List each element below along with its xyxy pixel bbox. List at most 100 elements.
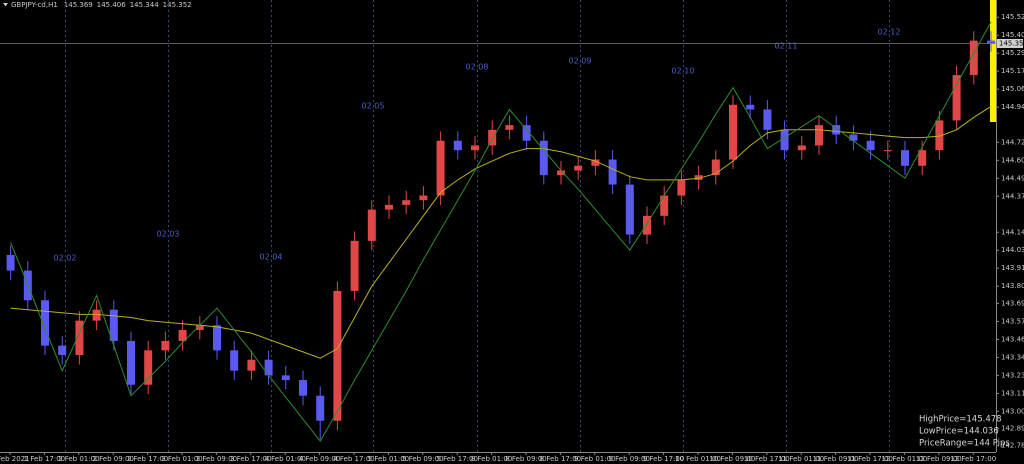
x-tick-label: 5 Feb 01:00 (368, 455, 409, 463)
candle-body (75, 320, 84, 356)
x-tick-label: 8 Feb 09:00 (505, 455, 546, 463)
candle-body (866, 140, 875, 151)
bar-high: 145.406 (97, 1, 126, 9)
header-arrow (3, 3, 8, 7)
y-tick-label: 144.145 (1001, 228, 1024, 236)
y-tick-label: 145.060 (1001, 85, 1024, 93)
x-tick-label: 11 Feb 17:00 (847, 455, 893, 463)
x-tick-label: 11 Feb 01:00 (778, 455, 824, 463)
y-tick-label: 145.290 (1001, 49, 1024, 57)
indicator-line (10, 21, 992, 442)
candle-body (58, 345, 67, 356)
y-tick-label: 143.915 (1001, 264, 1024, 272)
x-tick-label: 5 Feb 17:00 (436, 455, 477, 463)
bar-open: 145.369 (64, 1, 93, 9)
candle-body (333, 290, 342, 421)
candle-body (522, 125, 531, 141)
y-tick-label: 145.175 (1001, 67, 1024, 75)
candle-body (385, 204, 393, 210)
bar-close: 145.352 (163, 1, 192, 9)
y-tick-label: 144.375 (1001, 192, 1024, 200)
candle-body (763, 109, 772, 130)
candle-body (350, 240, 359, 291)
info-text: PriceRange=144 Pips (919, 439, 1010, 449)
candle-body (92, 309, 101, 321)
x-tick-label: 8 Feb 01:00 (471, 455, 512, 463)
candle-body (471, 145, 479, 151)
x-tick-label: 9 Feb 09:00 (608, 455, 649, 463)
candle-body (539, 140, 548, 176)
candle-body (832, 125, 841, 135)
candle-body (591, 159, 600, 166)
y-tick-label: 145.520 (1001, 13, 1024, 21)
y-tick-label: 144.945 (1001, 103, 1024, 111)
candle-body (746, 104, 755, 110)
candle-body (815, 125, 823, 146)
candle-body (987, 40, 995, 44)
x-tick-label: 9 Feb 01:00 (574, 455, 615, 463)
candle-body (969, 40, 978, 76)
candle-body (574, 165, 583, 171)
day-separator-label: 02.11 (775, 42, 798, 51)
candle-body (711, 159, 720, 176)
candle-body (935, 120, 944, 151)
candle-body (161, 340, 170, 351)
day-separator-label: 02.12 (878, 28, 901, 37)
candle-body (281, 375, 290, 381)
y-tick-label: 143.460 (1001, 335, 1024, 343)
x-tick-label: 3 Feb 01:00 (161, 455, 202, 463)
candle-body (729, 104, 737, 160)
candle-body (213, 325, 221, 351)
y-tick-label: 143.115 (1001, 389, 1024, 397)
x-tick-label: 9 Feb 17:00 (643, 455, 684, 463)
candle-body (144, 350, 153, 385)
x-tick-label: 11 Feb 09:00 (813, 455, 859, 463)
y-tick-label: 143.345 (1001, 353, 1024, 361)
x-tick-label: 4 Feb 01:00 (264, 455, 305, 463)
x-tick-label: 12 Feb 01:00 (881, 455, 927, 463)
candle-body (178, 330, 187, 341)
y-tick-label: 144.490 (1001, 174, 1024, 182)
info-text: HighPrice=145.478 (919, 415, 1002, 425)
day-separator-label: 02.05 (362, 102, 385, 111)
x-tick-label: 10 Feb 01:00 (675, 455, 721, 463)
candle-body (488, 129, 497, 146)
x-tick-label: 12 Feb 09:00 (916, 455, 962, 463)
y-tick-label: 144.720 (1001, 138, 1024, 146)
x-tick-label: 1 Feb 2021 (0, 455, 30, 463)
candle-body (625, 184, 634, 235)
x-tick-label: 3 Feb 17:00 (230, 455, 271, 463)
day-separator-label: 02.10 (672, 67, 695, 76)
x-tick-label: 2 Feb 09:00 (92, 455, 133, 463)
candle-body (797, 145, 806, 151)
indicator-line (10, 105, 992, 359)
current-price-box (997, 38, 1023, 48)
candle-body (264, 359, 273, 376)
candle-body (918, 150, 927, 166)
candle-body (780, 129, 789, 151)
candle-body (367, 209, 376, 241)
y-tick-label: 144.030 (1001, 246, 1024, 254)
candle-body (453, 140, 462, 151)
y-tick-label: 144.605 (1001, 156, 1024, 164)
x-tick-label: 8 Feb 17:00 (540, 455, 581, 463)
x-tick-label: 4 Feb 09:00 (299, 455, 340, 463)
candle-body (677, 179, 686, 196)
candle-body (402, 200, 411, 205)
candle-body (660, 195, 669, 216)
candle-body (643, 215, 651, 235)
x-tick-label: 3 Feb 09:00 (196, 455, 237, 463)
candle-body (849, 134, 858, 141)
info-text: LowPrice=144.036 (919, 427, 999, 437)
y-tick-label: 145.405 (1001, 31, 1024, 39)
indicator-strip (990, 0, 996, 122)
candle-body (41, 300, 49, 346)
x-tick-label: 1 Feb 17:00 (24, 455, 65, 463)
candle-body (694, 175, 703, 180)
y-tick-label: 142.780 (1001, 442, 1024, 450)
day-separator-label: 02.09 (569, 57, 592, 66)
y-tick-label: 143.575 (1001, 317, 1024, 325)
day-separator-label: 02.03 (157, 230, 180, 239)
